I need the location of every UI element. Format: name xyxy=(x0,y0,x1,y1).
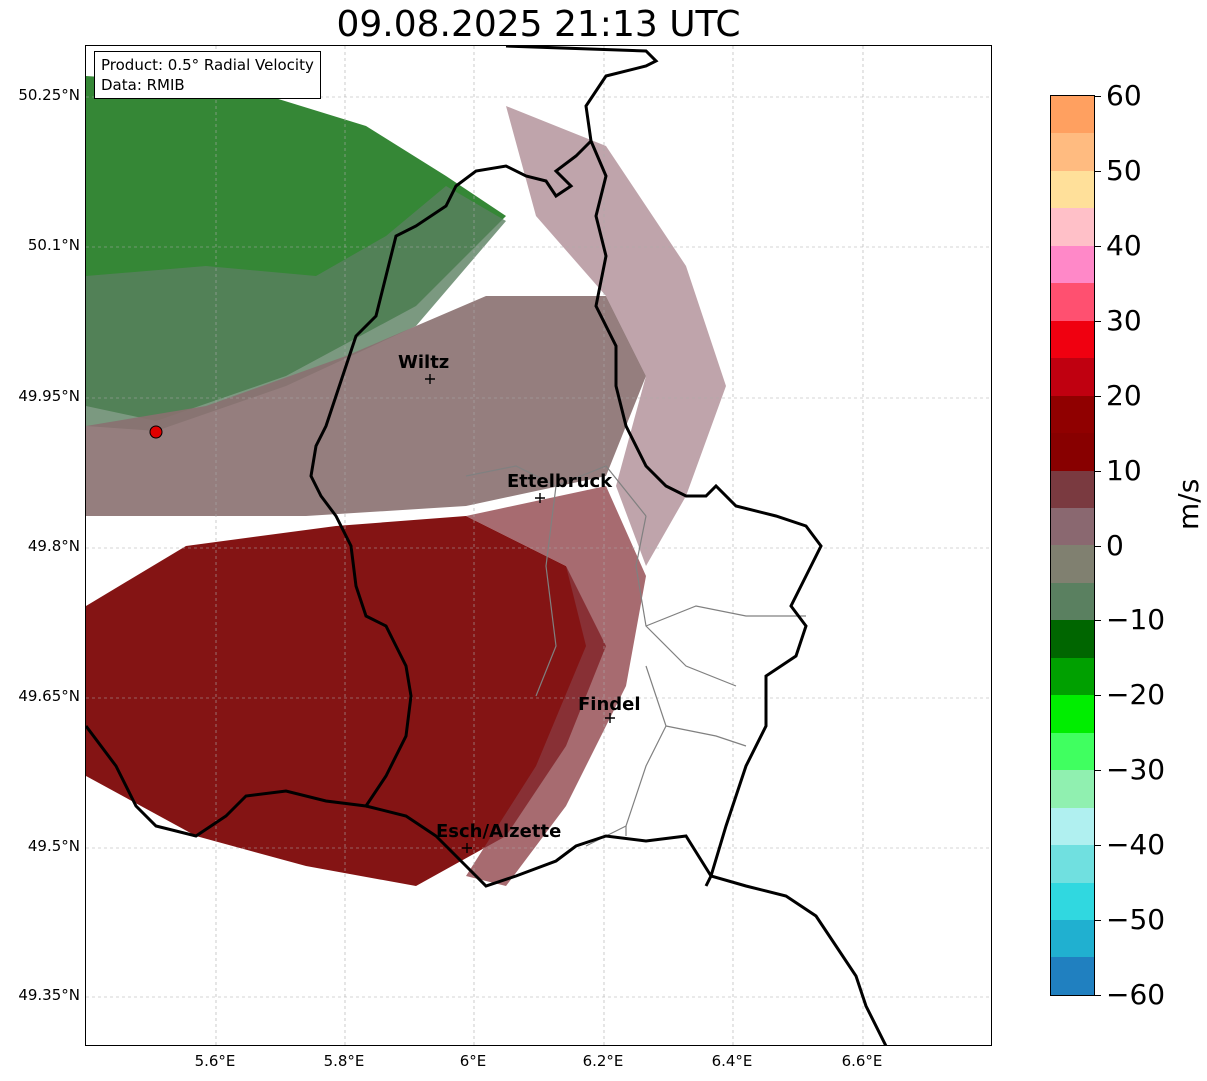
colorbar-tick-label: 10 xyxy=(1106,453,1142,487)
colorbar-swatch xyxy=(1051,470,1094,508)
lat-label: 50.1°N xyxy=(27,236,80,254)
radar-site-marker xyxy=(149,425,163,439)
colorbar-swatch xyxy=(1051,395,1094,434)
colorbar-tick-label: −60 xyxy=(1106,978,1166,1011)
colorbar-swatch xyxy=(1051,96,1094,134)
colorbar-swatch xyxy=(1051,320,1094,359)
colorbar-unit: m/s xyxy=(1172,478,1205,530)
colorbar-tick-label: 20 xyxy=(1106,378,1142,412)
colorbar-tick-label: −10 xyxy=(1106,603,1166,637)
lon-label: 6°E xyxy=(459,1052,487,1070)
lon-label: 6.6°E xyxy=(841,1052,883,1070)
colorbar-tick-label: −30 xyxy=(1106,753,1166,787)
canton-borders xyxy=(465,465,806,847)
radar-map-canvas xyxy=(86,46,991,1045)
national-border xyxy=(86,46,659,838)
colorbar-tick xyxy=(1095,920,1101,922)
lon-label: 5.6°E xyxy=(194,1052,236,1070)
colorbar-tick-label: −40 xyxy=(1106,828,1166,862)
colorbar-tick xyxy=(1095,170,1101,172)
velocity-colorbar xyxy=(1050,95,1095,996)
colorbar-swatch xyxy=(1051,957,1094,995)
colorbar-swatch xyxy=(1051,507,1094,546)
velocity-region-zero xyxy=(86,296,646,516)
city-label-wiltz: Wiltz xyxy=(398,352,450,373)
colorbar-tick xyxy=(1095,545,1101,547)
national-border-south xyxy=(365,804,888,1045)
colorbar-swatch xyxy=(1051,283,1094,321)
lon-label: 6.2°E xyxy=(582,1052,624,1070)
colorbar-tick xyxy=(1095,695,1101,697)
colorbar-tick-label: 60 xyxy=(1106,79,1142,112)
colorbar-swatch xyxy=(1051,358,1094,396)
product-info-box: Product: 0.5° Radial Velocity Data: RMIB xyxy=(94,51,321,99)
colorbar-tick xyxy=(1095,995,1101,996)
velocity-region-sparse xyxy=(506,106,726,566)
radar-map[interactable] xyxy=(85,45,992,1046)
colorbar-swatch xyxy=(1051,245,1094,284)
lat-label: 49.5°N xyxy=(27,837,80,855)
colorbar-tick-label: −20 xyxy=(1106,678,1166,712)
colorbar-swatch xyxy=(1051,657,1094,696)
colorbar-tick xyxy=(1095,470,1101,472)
lat-label: 50.25°N xyxy=(18,86,80,104)
lat-label: 49.35°N xyxy=(18,986,80,1004)
data-source-line: Data: RMIB xyxy=(101,76,185,94)
colorbar-swatch xyxy=(1051,582,1094,621)
colorbar-swatch xyxy=(1051,732,1094,771)
colorbar-tick-label: 0 xyxy=(1106,528,1124,562)
colorbar-tick xyxy=(1095,320,1101,322)
colorbar-swatch xyxy=(1051,845,1094,883)
lat-label: 49.65°N xyxy=(18,687,80,705)
lat-label: 49.8°N xyxy=(27,537,80,555)
city-label-ettelbruck: Ettelbruck xyxy=(507,471,613,492)
velocity-region-outbound-edge xyxy=(466,486,646,886)
colorbar-tick-label: −50 xyxy=(1106,903,1166,937)
city-markers xyxy=(425,374,615,853)
velocity-region-outbound xyxy=(86,516,606,886)
lat-label: 49.95°N xyxy=(18,387,80,405)
map-title: 09.08.2025 21:13 UTC xyxy=(336,4,741,45)
colorbar-tick-label: 50 xyxy=(1106,153,1142,187)
colorbar-swatch xyxy=(1051,770,1094,808)
colorbar-swatch xyxy=(1051,620,1094,658)
colorbar-swatch xyxy=(1051,208,1094,246)
colorbar-swatch xyxy=(1051,170,1094,209)
colorbar-swatch xyxy=(1051,807,1094,846)
colorbar-swatch xyxy=(1051,433,1094,471)
colorbar-tick-label: 30 xyxy=(1106,303,1142,337)
colorbar-swatch xyxy=(1051,882,1094,920)
city-label-esch: Esch/Alzette xyxy=(436,821,562,842)
colorbar-tick xyxy=(1095,395,1101,397)
colorbar-tick-label: 40 xyxy=(1106,228,1142,262)
lon-label: 6.4°E xyxy=(711,1052,753,1070)
lon-label: 5.8°E xyxy=(323,1052,365,1070)
national-border-east xyxy=(589,140,823,887)
colorbar-swatch xyxy=(1051,919,1094,958)
colorbar-tick xyxy=(1095,620,1101,622)
colorbar-swatch xyxy=(1051,695,1094,733)
colorbar-swatch xyxy=(1051,133,1094,171)
colorbar-tick xyxy=(1095,245,1101,247)
colorbar-tick xyxy=(1095,96,1101,97)
colorbar-tick xyxy=(1095,845,1101,847)
colorbar-tick xyxy=(1095,770,1101,772)
product-line: Product: 0.5° Radial Velocity xyxy=(101,56,314,74)
city-label-findel: Findel xyxy=(578,694,641,715)
colorbar-swatch xyxy=(1051,545,1094,583)
